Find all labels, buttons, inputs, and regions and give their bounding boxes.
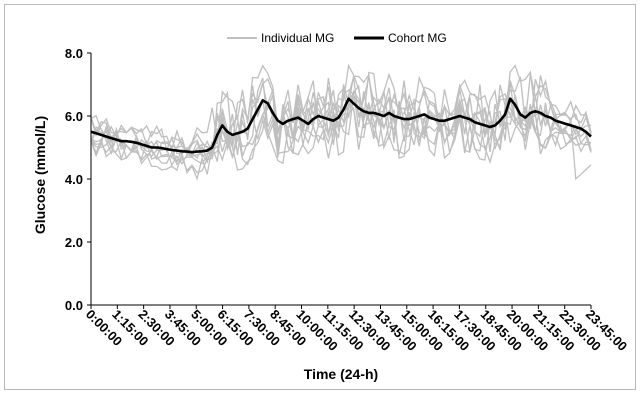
legend: Individual MG Cohort MG [227,31,447,45]
y-axis: 0.0 2.0 4.0 6.0 8.0 [65,46,91,313]
individual-mg-line [90,81,592,166]
x-axis-title: Time (24-h) [304,366,378,382]
individual-mg-line [90,102,592,181]
legend-label-cohort: Cohort MG [388,31,447,45]
y-tick-label: 6.0 [65,109,83,124]
individual-mg-line [90,80,592,181]
y-tick-label: 8.0 [65,46,83,61]
individual-mg-line [90,73,592,160]
legend-label-individual: Individual MG [261,31,334,45]
chart: Individual MG Cohort MG 0.02.04.06.08.0 … [32,31,630,382]
y-tick-label: 2.0 [65,235,83,250]
y-tick-label: 4.0 [65,172,83,187]
y-axis-title: Glucose (mmol/L) [32,116,48,234]
y-tick-label: 0.0 [65,298,83,313]
series-layer [90,63,592,181]
x-axis: 0:00:001:15:002:30:003:45:005:00:006:15:… [83,305,630,354]
chart-frame: Individual MG Cohort MG 0.0 2.0 4.0 6.0 8.0 … [4,4,636,390]
cohort-mg-line [90,97,592,154]
